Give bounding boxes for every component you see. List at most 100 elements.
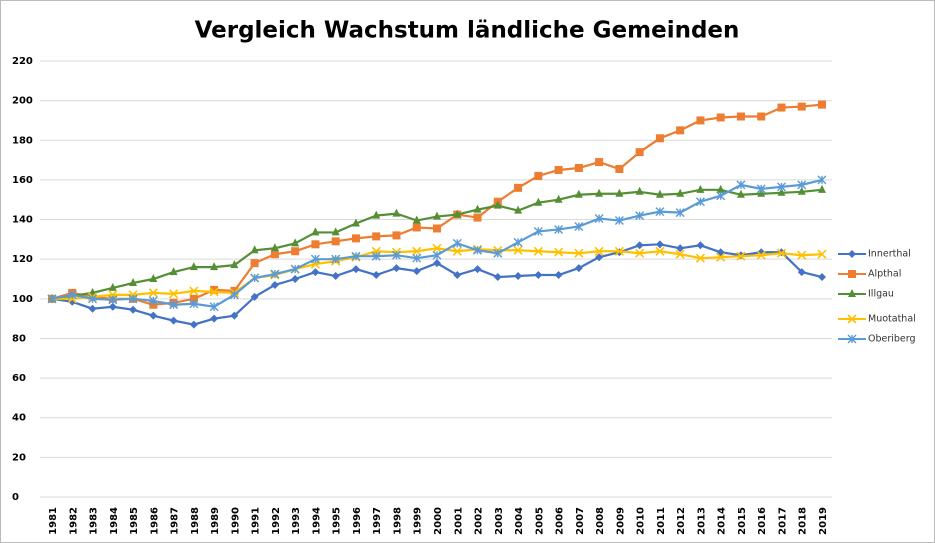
legend-label: Muotathal <box>868 314 916 325</box>
x-tick-label: 1990 <box>230 507 241 535</box>
point <box>149 311 158 320</box>
y-tick-label: 100 <box>12 294 33 305</box>
legend-marker <box>847 314 857 324</box>
point <box>433 224 441 233</box>
point <box>210 285 219 294</box>
legend-marker <box>848 270 856 278</box>
point <box>554 247 564 257</box>
point <box>736 112 745 121</box>
y-tick-label: 180 <box>12 135 33 146</box>
point <box>514 183 523 192</box>
point <box>736 189 745 198</box>
point <box>797 250 807 260</box>
point <box>331 272 340 281</box>
point <box>818 273 826 282</box>
y-tick-label: 220 <box>12 56 33 67</box>
point <box>412 267 421 276</box>
point <box>473 265 482 274</box>
x-tick-label: 1994 <box>311 507 322 535</box>
point <box>595 253 604 262</box>
point <box>554 224 564 234</box>
x-tick-label: 2015 <box>737 507 748 535</box>
point <box>695 253 705 263</box>
x-tick-label: 1981 <box>48 507 59 535</box>
point <box>128 294 138 304</box>
x-tick-label: 2006 <box>555 507 566 535</box>
point <box>412 215 421 224</box>
point <box>817 175 827 185</box>
legend-label: Alpthal <box>868 269 901 280</box>
point <box>655 207 665 217</box>
point <box>655 246 665 256</box>
point <box>574 189 583 198</box>
point <box>270 243 279 252</box>
point <box>676 188 685 197</box>
point <box>291 247 300 256</box>
x-tick-label: 2004 <box>514 507 525 535</box>
point <box>311 268 320 277</box>
point <box>696 241 705 250</box>
point <box>574 164 583 173</box>
point <box>412 223 421 232</box>
point <box>595 188 604 197</box>
point <box>169 316 178 325</box>
point <box>230 311 239 320</box>
x-tick-label: 2005 <box>534 507 545 535</box>
point <box>210 262 219 271</box>
point <box>533 246 543 256</box>
point <box>655 134 664 143</box>
point <box>331 237 340 246</box>
x-tick-label: 2011 <box>656 507 667 535</box>
point <box>696 184 705 193</box>
point <box>635 186 644 195</box>
point <box>209 302 219 312</box>
point <box>270 269 280 279</box>
point <box>817 249 827 259</box>
y-tick-label: 140 <box>12 215 33 226</box>
point <box>250 292 259 301</box>
x-tick-label: 1997 <box>372 507 383 535</box>
point <box>270 250 279 259</box>
point <box>493 200 502 209</box>
point <box>67 290 77 300</box>
point <box>351 218 360 227</box>
chart-title: Vergleich Wachstum ländliche Gemeinden <box>195 18 740 44</box>
x-tick-label: 1989 <box>210 507 221 535</box>
point <box>108 302 117 311</box>
point <box>250 245 259 254</box>
y-tick-label: 160 <box>12 175 33 186</box>
legend-label: Illgau <box>868 289 894 300</box>
x-tick-label: 1983 <box>89 507 100 535</box>
point <box>797 180 807 190</box>
point <box>574 264 583 273</box>
point <box>270 280 279 289</box>
point <box>129 277 138 286</box>
point <box>169 300 179 310</box>
point <box>392 264 401 273</box>
point <box>148 288 158 298</box>
point <box>108 295 118 305</box>
point <box>493 248 503 258</box>
x-tick-label: 2016 <box>757 507 768 535</box>
point <box>776 248 787 258</box>
x-tick-label: 2003 <box>494 507 505 535</box>
x-tick-label: 2010 <box>636 507 647 535</box>
point <box>452 238 462 248</box>
point <box>777 187 786 196</box>
point <box>250 273 260 283</box>
point <box>797 186 806 195</box>
point <box>392 231 401 240</box>
point <box>372 232 381 241</box>
x-tick-label: 1984 <box>109 507 120 535</box>
x-tick-label: 1995 <box>332 507 343 535</box>
x-tick-label: 2014 <box>717 507 728 535</box>
point <box>392 208 401 217</box>
x-tick-label: 2002 <box>474 507 485 535</box>
point <box>676 126 685 135</box>
point <box>88 304 97 313</box>
point <box>372 210 381 219</box>
x-tick-label: 1986 <box>149 507 160 535</box>
y-tick-label: 20 <box>12 452 26 463</box>
legend-marker <box>848 289 856 297</box>
